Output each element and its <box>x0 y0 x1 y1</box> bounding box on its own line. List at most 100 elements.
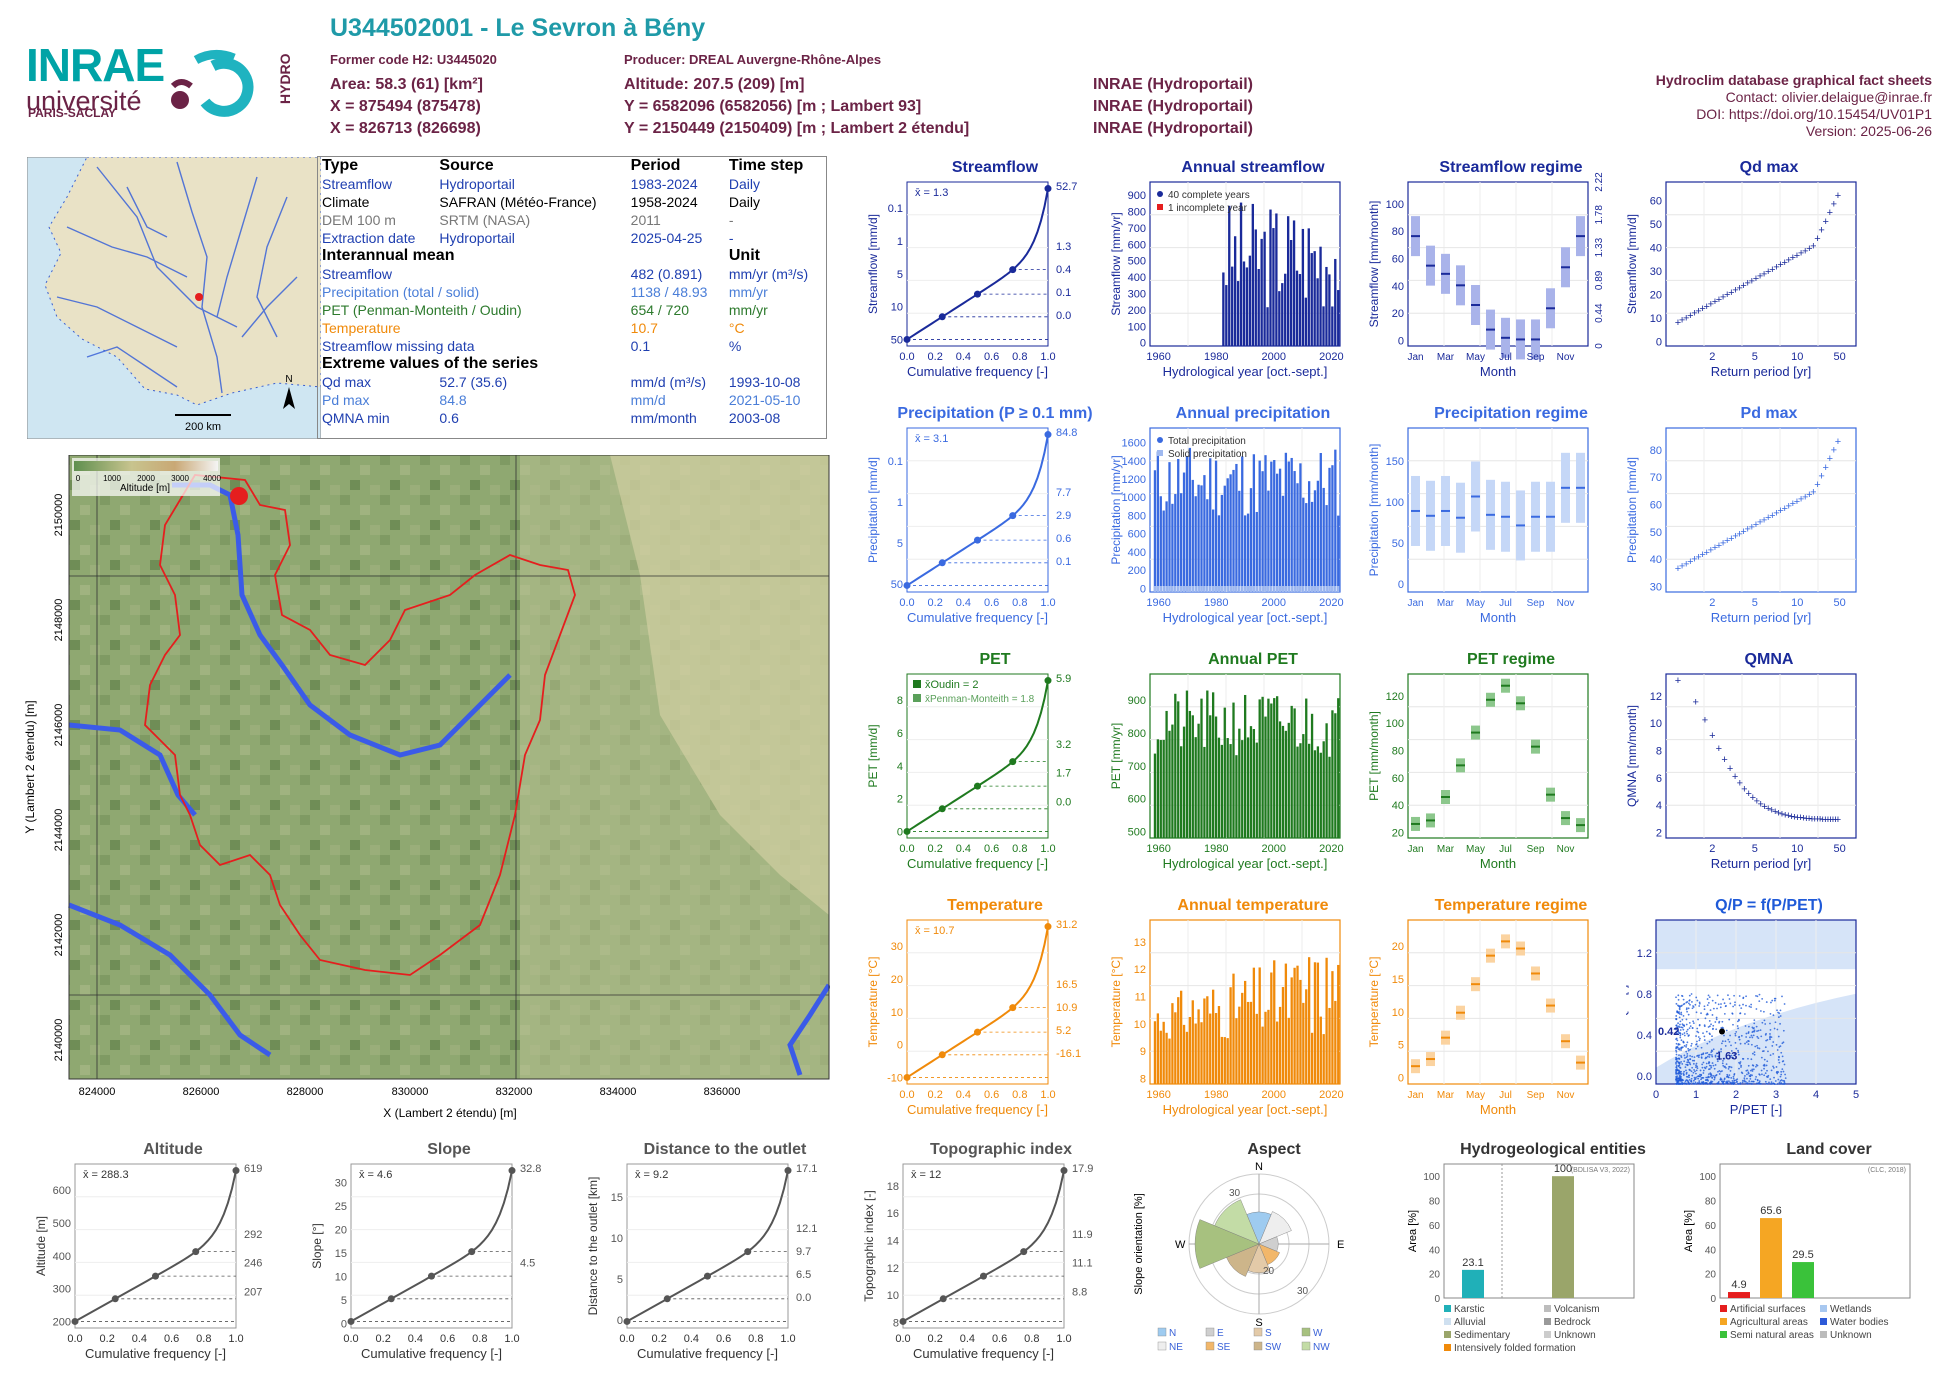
qp-point <box>1683 1044 1686 1047</box>
qp-point <box>1686 1041 1689 1044</box>
month-tick-label: May <box>1466 844 1485 855</box>
qp-point <box>1758 993 1761 996</box>
station-marker <box>195 293 203 301</box>
solid-precip-bar <box>1296 586 1299 592</box>
solid-precip-bar <box>1185 586 1189 592</box>
annual-bar <box>1165 501 1168 592</box>
y-tick-label: 6 <box>897 728 903 740</box>
france-minimap: 200 km N <box>27 157 321 439</box>
qp-point <box>1778 1061 1781 1064</box>
legend-label: Semi natural areas <box>1730 1330 1814 1341</box>
rp-point: + <box>1769 510 1775 522</box>
altitude-legend-tick: 2000 <box>137 474 155 483</box>
qp-point <box>1764 1080 1767 1083</box>
qp-point <box>1706 998 1709 1000</box>
qp-point <box>1689 1048 1691 1051</box>
y-tick-label: 10 <box>1392 1007 1404 1019</box>
qp-point <box>1687 1013 1690 1016</box>
x-tick-label: 0.2 <box>928 351 943 363</box>
y-tick-label: 70 <box>1650 472 1662 484</box>
info-cell: 1983-2024 <box>630 176 698 192</box>
y-tick-label: 25 <box>335 1201 347 1213</box>
annual-bar <box>1319 246 1322 346</box>
month-tick-label: Jan <box>1407 1090 1423 1101</box>
qp-point <box>1695 1064 1697 1067</box>
annual-bar <box>1185 690 1189 838</box>
x-lambert93: X = 875494 (875478) <box>330 98 481 115</box>
annual-bar <box>1331 465 1334 592</box>
annual-bar <box>1174 1012 1177 1084</box>
qp-point <box>1721 1042 1723 1045</box>
annual-bar <box>1273 460 1276 592</box>
x-axis-label: Hydrological year [oct.-sept.] <box>1163 856 1328 871</box>
plot-frame <box>1665 181 1857 347</box>
qp-point <box>1680 1013 1683 1016</box>
annual-bar <box>1171 503 1174 592</box>
legend-swatch <box>1544 1305 1551 1312</box>
qp-point <box>1738 1036 1740 1039</box>
rp-point: + <box>1798 248 1804 260</box>
annual-bar <box>1334 1000 1337 1084</box>
mean-label: x̄ = 3.1 <box>915 433 948 445</box>
annual-bar <box>1258 967 1261 1084</box>
right-tick-label: 32.8 <box>520 1163 541 1175</box>
annual-bar <box>1153 1021 1157 1084</box>
info-head-type: Type <box>322 157 359 174</box>
chart-title: Topographic index <box>930 1141 1072 1158</box>
qp-point <box>1763 1065 1766 1067</box>
qp-point <box>1682 1003 1685 1006</box>
month-tick-label: Mar <box>1437 844 1455 855</box>
qp-point <box>1771 999 1774 1002</box>
altitude-legend-tick: 1000 <box>103 474 121 483</box>
plot-frame <box>626 1163 789 1329</box>
qp-point <box>1772 1066 1775 1069</box>
right-tick-label: 12.1 <box>796 1223 817 1235</box>
qp-point <box>1696 1067 1699 1070</box>
y-tick-label: 50 <box>1650 527 1662 539</box>
x-tick-label: 0.4 <box>956 351 971 363</box>
annual-bar <box>1307 743 1311 838</box>
solid-precip-bar <box>1267 586 1270 592</box>
solid-precip-bar <box>1194 586 1197 592</box>
y-tick-label: 500 <box>53 1218 71 1230</box>
map-ylabel: Y (Lambert 2 étendu) [m] <box>23 700 37 833</box>
qp-point <box>1685 1030 1688 1033</box>
annual-bar <box>1284 963 1288 1084</box>
qp-point <box>1745 995 1747 998</box>
qp-point <box>1700 1053 1703 1056</box>
annual-bar <box>1270 461 1273 592</box>
qp-point <box>1712 1007 1715 1010</box>
qp-point <box>1691 1055 1694 1058</box>
rp-point: + <box>1765 266 1771 278</box>
qp-point <box>1779 1022 1781 1025</box>
chart-landcover: Land cover(CLC, 2018)4.965.629.502040608… <box>1683 1141 1911 1341</box>
doi[interactable]: DOI: https://doi.org/10.15454/UV01P1 <box>1696 106 1932 122</box>
y-tick-label: 30 <box>1650 582 1662 594</box>
qp-point <box>1675 1031 1678 1034</box>
extreme-unit: mm/d <box>630 392 666 408</box>
solid-precip-bar <box>1310 586 1314 592</box>
y-tick-label: 200 <box>53 1316 71 1328</box>
qp-point <box>1753 1053 1756 1056</box>
rp-point: + <box>1798 494 1804 506</box>
solid-precip-bar <box>1278 586 1282 592</box>
annual-bar <box>1229 474 1232 592</box>
plot-frame <box>1407 919 1589 1085</box>
qp-point <box>1763 1074 1766 1077</box>
category-bar <box>1462 1269 1484 1298</box>
annual-bar <box>1278 1006 1282 1084</box>
inter-row: Streamflow missing data 0.1% <box>318 337 826 355</box>
solid-precip-bar <box>1275 586 1279 592</box>
x-tick-label: 0.6 <box>984 843 999 855</box>
qp-point <box>1675 996 1677 999</box>
qp-point <box>1741 1079 1744 1082</box>
qp-point <box>1678 1011 1681 1013</box>
qp-point <box>1735 1081 1738 1084</box>
month-tick-label: Sep <box>1527 844 1545 855</box>
qp-point <box>1748 1082 1751 1085</box>
annual-bar <box>1182 472 1186 592</box>
legend-label: Volcanism <box>1554 1304 1600 1315</box>
annual-bar <box>1209 715 1212 838</box>
inter-row: Precipitation (total / solid) 1138 / 48.9… <box>318 283 826 301</box>
chart-title: Streamflow <box>952 159 1039 176</box>
